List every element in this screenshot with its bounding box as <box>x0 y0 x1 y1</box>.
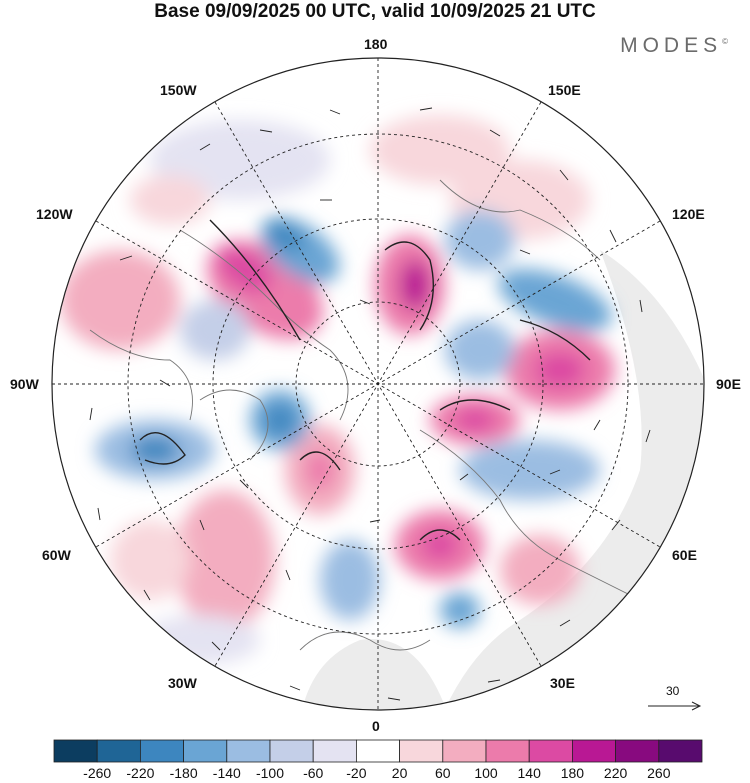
colorbar-tick-label: 140 <box>517 765 541 781</box>
colorbar-swatch <box>485 739 530 763</box>
colorbar-tick-label: -180 <box>169 765 198 781</box>
colorbar-swatch <box>355 739 400 763</box>
colorbar-swatch <box>399 739 444 763</box>
lon-label-30w: 30W <box>168 675 197 691</box>
colorbar-tick-label: -100 <box>255 765 285 781</box>
colorbar-tick-label: -260 <box>83 765 112 781</box>
colorbar-swatch <box>96 739 141 763</box>
colorbar-swatch <box>139 739 184 763</box>
lon-label-120w: 120W <box>36 206 73 222</box>
colorbar-tick-label: 20 <box>391 765 408 781</box>
lon-label-left: 90W <box>10 376 39 392</box>
reference-vector-arrow <box>648 701 702 711</box>
colorbar-swatch <box>183 739 228 763</box>
colorbar-tick-label: 180 <box>560 765 585 781</box>
lon-label-150e: 150E <box>548 82 581 98</box>
colorbar-swatch <box>572 739 617 763</box>
wind-vectors <box>89 107 651 701</box>
lon-label-60e: 60E <box>672 547 697 563</box>
lon-label-150w: 150W <box>160 82 197 98</box>
brand-logo: MODES© <box>620 34 728 57</box>
lon-label-right: 90E <box>716 376 741 392</box>
lon-label-60w: 60W <box>42 547 71 563</box>
colorbar-tick-label: -220 <box>126 765 155 781</box>
colorbar-swatch <box>658 739 703 763</box>
lon-label-bottom: 0 <box>372 718 380 734</box>
colorbar-swatch <box>312 739 357 763</box>
lon-label-120e: 120E <box>672 206 705 222</box>
colorbar <box>53 739 703 763</box>
colorbar-tick-label: 100 <box>474 765 498 781</box>
lon-label-30e: 30E <box>550 675 575 691</box>
colorbar-swatch <box>615 739 660 763</box>
colorbar-swatch <box>53 739 98 763</box>
colorbar-tick-label: 60 <box>435 765 451 781</box>
map-boundary <box>51 57 705 711</box>
colorbar-tick-label: -60 <box>303 765 324 781</box>
colorbar-swatch <box>528 739 573 763</box>
colorbar-tick-label: 260 <box>647 765 671 781</box>
colorbar-swatch <box>269 739 314 763</box>
graticule <box>52 58 704 710</box>
map-disk <box>52 58 704 710</box>
colorbar-tick-label: 220 <box>603 765 628 781</box>
contours <box>139 219 591 541</box>
lon-label-top: 180 <box>364 36 388 52</box>
land-region-africa <box>300 639 450 710</box>
colorbar-swatch <box>226 739 271 763</box>
map-title: Base 09/09/2025 00 UTC, valid 10/09/2025… <box>154 1 596 22</box>
colorbar-tick-label: -20 <box>346 765 367 781</box>
colorbar-tick-label: -140 <box>212 765 241 781</box>
colorbar-swatch <box>442 739 487 763</box>
reference-vector-label: 30 <box>666 684 680 698</box>
coastlines <box>89 179 641 651</box>
anomaly-field <box>60 115 615 665</box>
